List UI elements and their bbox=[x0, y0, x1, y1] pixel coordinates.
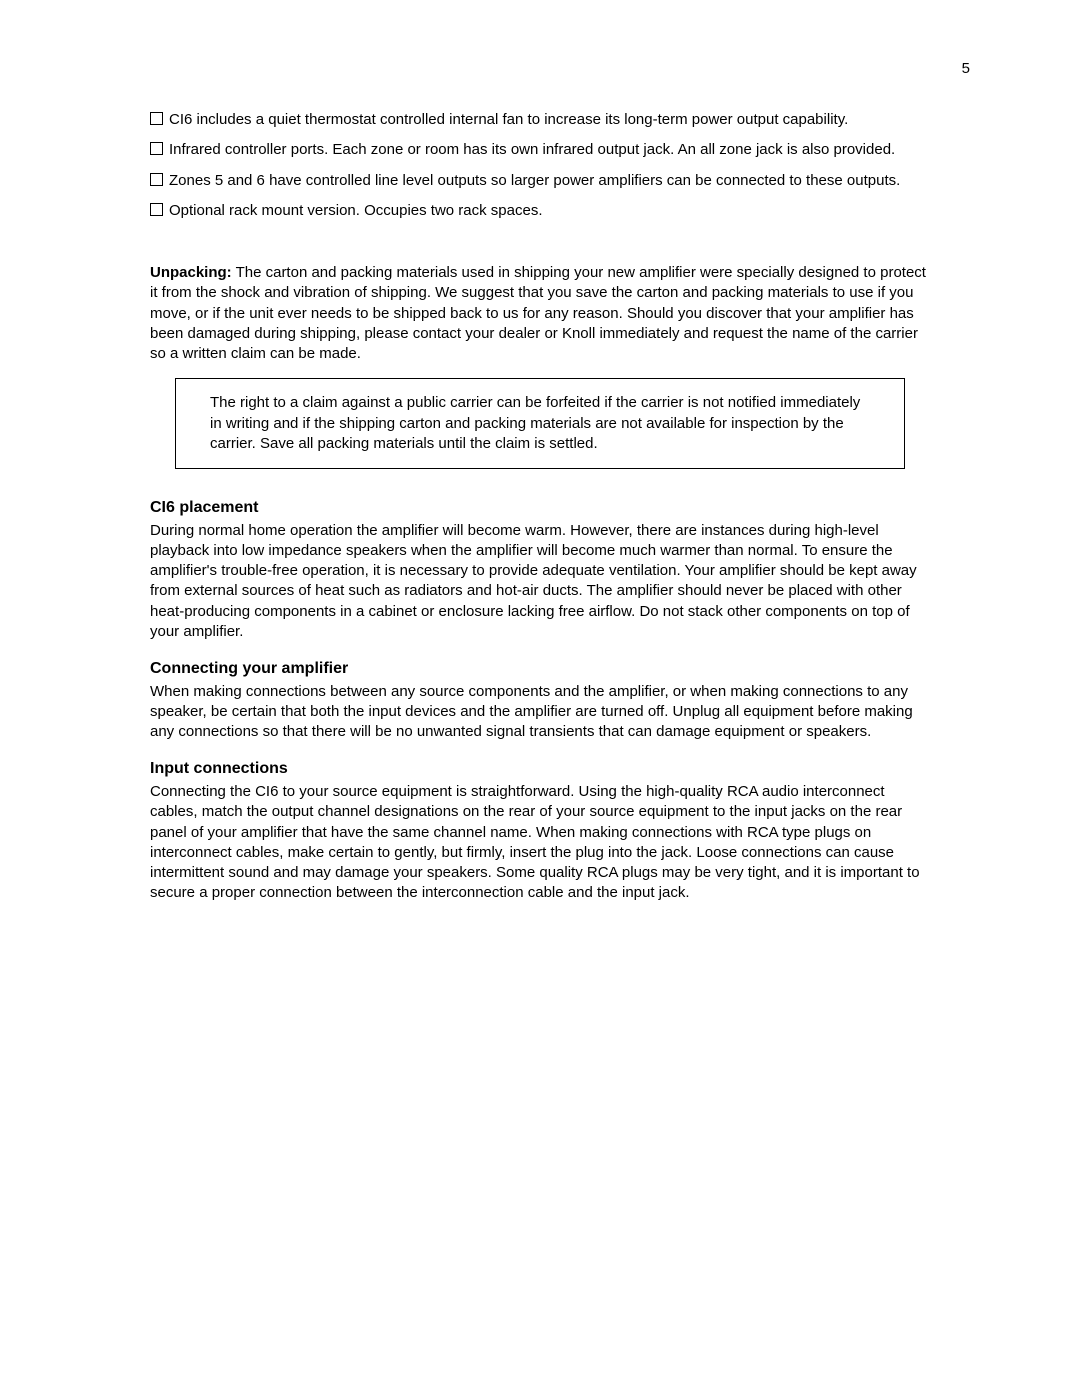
section-body: During normal home operation the amplifi… bbox=[150, 521, 930, 643]
feature-bullet: Zones 5 and 6 have controlled line level… bbox=[150, 171, 930, 191]
page-number: 5 bbox=[962, 60, 970, 77]
section-body: When making connections between any sour… bbox=[150, 682, 930, 743]
unpacking-text: The carton and packing materials used in… bbox=[150, 264, 926, 362]
checkbox-icon bbox=[150, 173, 163, 186]
unpacking-paragraph: Unpacking: The carton and packing materi… bbox=[150, 263, 930, 364]
section-connecting: Connecting your amplifier When making co… bbox=[150, 658, 930, 742]
feature-bullet: CI6 includes a quiet thermostat controll… bbox=[150, 110, 930, 130]
feature-bullet: Infrared controller ports. Each zone or … bbox=[150, 140, 930, 160]
section-title: CI6 placement bbox=[150, 497, 930, 519]
checkbox-icon bbox=[150, 142, 163, 155]
claim-callout-box: The right to a claim against a public ca… bbox=[175, 378, 905, 469]
bullet-text: Optional rack mount version. Occupies tw… bbox=[169, 202, 543, 219]
bullet-text: Zones 5 and 6 have controlled line level… bbox=[169, 172, 900, 189]
callout-text: The right to a claim against a public ca… bbox=[210, 394, 860, 452]
page-content: CI6 includes a quiet thermostat controll… bbox=[150, 110, 930, 904]
section-body: Connecting the CI6 to your source equipm… bbox=[150, 782, 930, 904]
document-page: 5 CI6 includes a quiet thermostat contro… bbox=[0, 0, 1080, 1397]
section-placement: CI6 placement During normal home operati… bbox=[150, 497, 930, 642]
bullet-text: Infrared controller ports. Each zone or … bbox=[169, 141, 895, 158]
checkbox-icon bbox=[150, 203, 163, 216]
checkbox-icon bbox=[150, 112, 163, 125]
feature-bullet-list: CI6 includes a quiet thermostat controll… bbox=[150, 110, 930, 221]
section-title: Input connections bbox=[150, 758, 930, 780]
feature-bullet: Optional rack mount version. Occupies tw… bbox=[150, 201, 930, 221]
section-input-connections: Input connections Connecting the CI6 to … bbox=[150, 758, 930, 903]
bullet-text: CI6 includes a quiet thermostat controll… bbox=[169, 111, 848, 128]
unpacking-label: Unpacking: bbox=[150, 264, 232, 281]
section-title: Connecting your amplifier bbox=[150, 658, 930, 680]
